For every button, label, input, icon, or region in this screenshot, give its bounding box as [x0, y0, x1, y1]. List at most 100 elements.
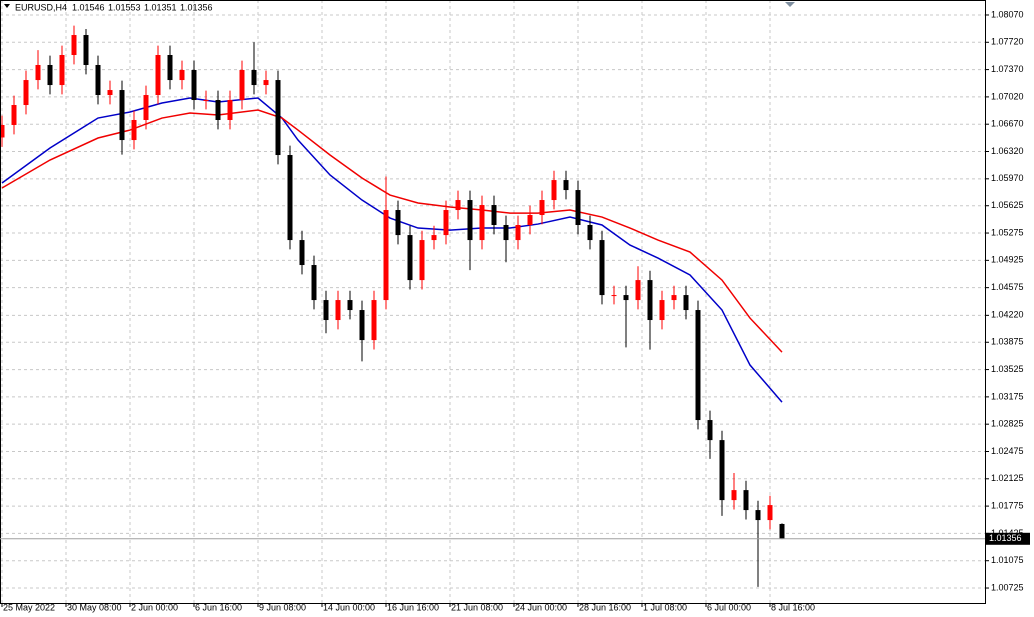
y-tick-label: 1.07720	[991, 37, 1024, 47]
moving-average	[1, 109, 783, 353]
y-tick-label: 1.01425	[991, 528, 1024, 538]
y-tick-label: 1.04220	[991, 310, 1024, 320]
candle-body	[23, 80, 29, 106]
moving-average	[1, 97, 783, 403]
y-tick-label: 1.06670	[991, 119, 1024, 129]
candle-body	[299, 240, 305, 266]
candle-body	[479, 205, 485, 241]
candle-body	[755, 510, 761, 521]
last-price-label: 1.01356	[989, 533, 1022, 543]
y-tick-label: 1.01075	[991, 555, 1024, 565]
x-tick-label: 2 Jun 00:00	[131, 602, 178, 612]
candle-body	[95, 64, 101, 96]
candle-body	[227, 100, 233, 120]
candle-body	[563, 180, 569, 191]
x-tick-label: 8 Jul 16:00	[771, 602, 815, 612]
candle-body	[767, 505, 773, 521]
candle-body	[779, 523, 785, 539]
candle-body	[119, 90, 125, 141]
candle-body	[83, 35, 89, 65]
candle-body	[35, 64, 41, 81]
candle-body	[359, 310, 365, 341]
candle-body	[143, 95, 149, 120]
candle-body	[59, 55, 65, 86]
candle-body	[731, 490, 737, 501]
candle-body	[623, 295, 629, 301]
x-tick-label: 16 Jun 16:00	[387, 602, 439, 612]
candle-body	[707, 420, 713, 441]
ohlc-low: 1.01351	[144, 2, 177, 12]
candle-body	[275, 80, 281, 156]
candle-body	[611, 295, 617, 297]
candle-body	[311, 265, 317, 301]
y-tick-label: 1.03875	[991, 337, 1024, 347]
candle-body	[659, 300, 665, 321]
y-tick-label: 1.07370	[991, 64, 1024, 74]
y-tick-label: 1.05970	[991, 173, 1024, 183]
y-tick-label: 1.02125	[991, 473, 1024, 483]
candle-body	[407, 235, 413, 281]
candle-body	[491, 205, 497, 226]
candle-body	[695, 310, 701, 421]
candle-body	[0, 124, 5, 138]
candle-body	[347, 300, 353, 311]
y-tick-label: 1.03175	[991, 391, 1024, 401]
candle-body	[191, 69, 197, 101]
candle-body	[467, 200, 473, 241]
last-price-box	[986, 532, 1030, 545]
y-tick-label: 1.07020	[991, 91, 1024, 101]
y-tick-label: 1.04925	[991, 255, 1024, 265]
y-tick-label: 1.03525	[991, 364, 1024, 374]
y-tick-label: 1.02475	[991, 446, 1024, 456]
x-tick-label: 14 Jun 00:00	[323, 602, 375, 612]
candle-body	[527, 215, 533, 226]
candle-body	[587, 225, 593, 241]
candle-body	[551, 180, 557, 201]
y-tick-label: 1.00725	[991, 582, 1024, 592]
x-tick-label: 6 Jun 16:00	[195, 602, 242, 612]
candle-body	[539, 200, 545, 216]
candle-body	[635, 280, 641, 301]
x-tick-label: 25 May 2022	[3, 602, 55, 612]
candle-body	[647, 280, 653, 321]
x-tick-label: 24 Jun 00:00	[515, 602, 567, 612]
candle-body	[251, 69, 257, 86]
candle-body	[419, 240, 425, 281]
candle-body	[323, 300, 329, 321]
candle-body	[287, 155, 293, 241]
candle-body	[599, 240, 605, 296]
candle-body	[395, 210, 401, 236]
y-tick-label: 1.02825	[991, 419, 1024, 429]
candle-body	[671, 295, 677, 301]
x-tick-label: 28 Jun 16:00	[579, 602, 631, 612]
candle-body	[443, 210, 449, 236]
candle-body	[503, 225, 509, 241]
shift-marker	[785, 2, 795, 7]
plot-area	[0, 0, 985, 603]
x-tick-label: 9 Jun 08:00	[259, 602, 306, 612]
candle-body	[167, 55, 173, 81]
y-tick-label: 1.05275	[991, 227, 1024, 237]
y-tick-label: 1.06320	[991, 146, 1024, 156]
candle-body	[455, 200, 461, 211]
candle-body	[371, 300, 377, 341]
candle-body	[683, 295, 689, 311]
candle-body	[239, 69, 245, 101]
ohlc-close: 1.01356	[180, 2, 213, 12]
candle-body	[107, 90, 113, 96]
candle-body	[71, 35, 77, 56]
candle-body	[131, 119, 137, 141]
candle-body	[515, 225, 521, 241]
candle-body	[743, 490, 749, 511]
y-tick-label: 1.08070	[991, 9, 1024, 19]
candle-body	[431, 235, 437, 241]
x-tick-label: 30 May 08:00	[67, 602, 122, 612]
x-tick-label: 6 Jul 00:00	[707, 602, 751, 612]
x-tick-label: 21 Jun 08:00	[451, 602, 503, 612]
candle-body	[263, 80, 269, 86]
x-tick-label: 1 Jul 08:00	[643, 602, 687, 612]
ohlc-high: 1.01553	[108, 2, 141, 12]
candle-body	[11, 105, 17, 125]
